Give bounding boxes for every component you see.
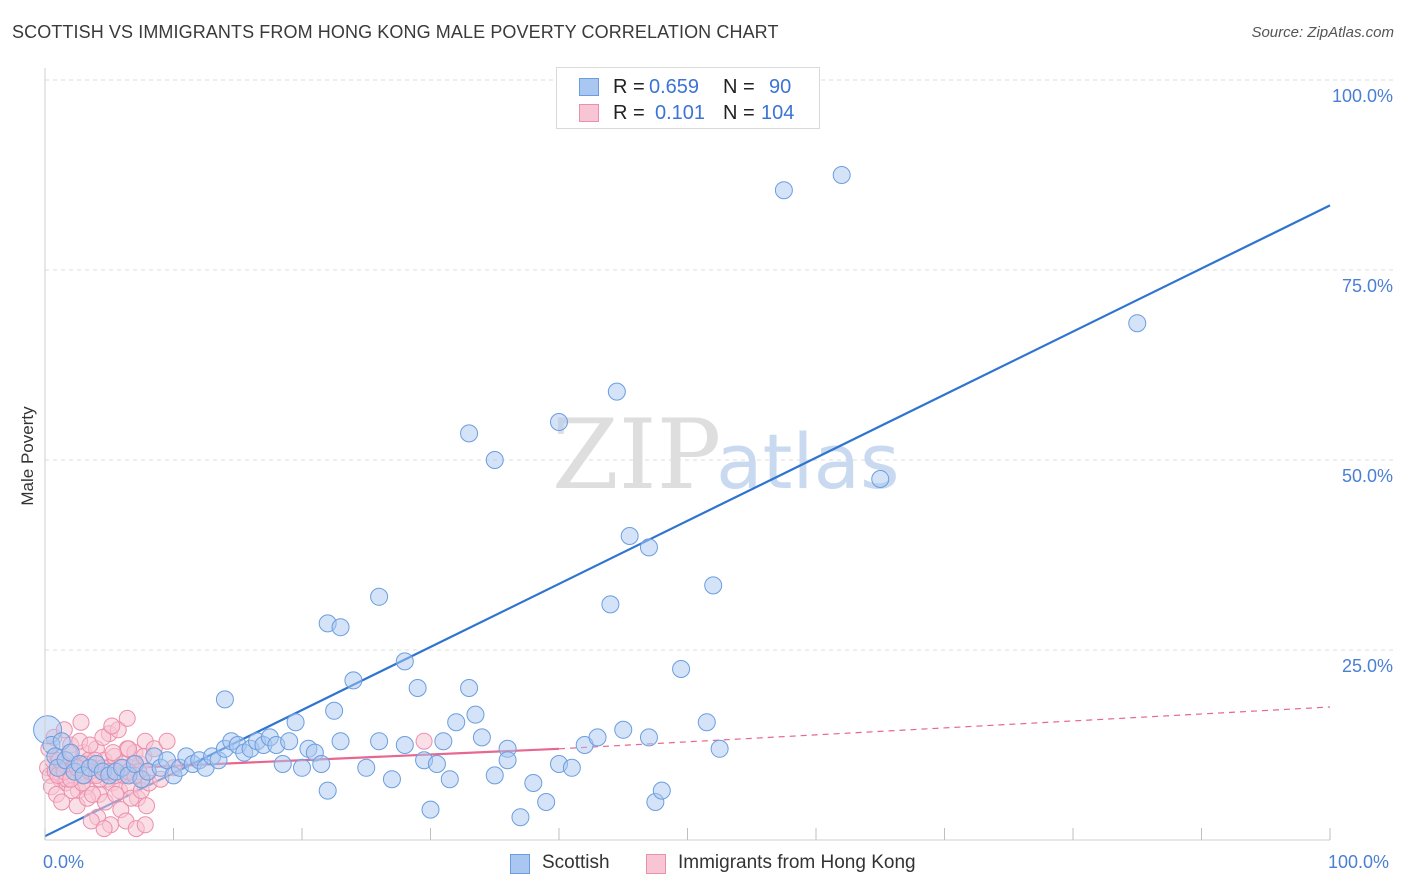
scottish-trend-line	[44, 204, 1331, 838]
hongkong-point	[415, 732, 433, 750]
scottish-point	[704, 576, 723, 595]
correlation-stats-box: R = 0.659 N = 90 R = 0.101 N = 104	[556, 67, 820, 129]
scottish-point	[427, 755, 446, 773]
scottish-point	[639, 538, 658, 557]
scottish-points	[33, 78, 1147, 827]
scottish-point	[832, 166, 851, 184]
x-tick-label-0: 0.0%	[43, 852, 85, 872]
scottish-point	[710, 739, 729, 758]
scottish-point	[550, 413, 568, 431]
hongkong-point	[138, 797, 156, 815]
hongkong-point	[94, 728, 112, 746]
x-tick-label-100: 100.0%	[1328, 852, 1390, 872]
n-value: 90	[769, 76, 792, 98]
scottish-point	[434, 732, 453, 751]
chart-title: SCOTTISH VS IMMIGRANTS FROM HONG KONG MA…	[12, 22, 779, 42]
y-tick-label-50: 50.0%	[1341, 466, 1393, 486]
hongkong-point	[158, 732, 176, 750]
legend-scottish-label: Scottish	[542, 852, 610, 873]
scottish-point	[440, 770, 459, 789]
scottish-point	[280, 732, 299, 751]
scottish-point	[421, 800, 440, 819]
scottish-point	[774, 181, 793, 200]
scottish-point	[447, 713, 466, 732]
legend-scottish-swatch	[510, 854, 530, 874]
hongkong-point	[72, 713, 90, 731]
scottish-swatch	[579, 78, 599, 96]
scottish-point	[697, 713, 716, 732]
n-label: N =	[723, 76, 755, 98]
n-label: N =	[723, 102, 755, 124]
scottish-point	[652, 781, 671, 800]
watermark: ZIPatlas	[552, 399, 900, 511]
scottish-point	[614, 720, 633, 739]
scottish-point	[331, 732, 350, 751]
scottish-point	[325, 701, 344, 720]
legend: Scottish Immigrants from Hong Kong	[0, 852, 1406, 878]
hongkong-point	[118, 709, 136, 727]
legend-hongkong-swatch	[646, 854, 666, 874]
scottish-point	[524, 774, 543, 792]
scottish-point	[215, 690, 234, 709]
y-tick-label-100: 100.0%	[1331, 86, 1393, 106]
scottish-point	[466, 705, 485, 724]
axes	[44, 68, 1331, 841]
scottish-point	[485, 451, 504, 469]
scottish-point	[511, 808, 530, 827]
scottish-point	[460, 424, 479, 443]
scottish-point	[588, 728, 607, 747]
scottish-point	[472, 728, 491, 747]
scottish-point	[498, 751, 517, 770]
hongkong-point	[136, 816, 154, 834]
watermark-zip: ZIP	[552, 399, 721, 511]
hongkong-point	[104, 744, 122, 762]
scottish-point	[485, 766, 504, 785]
hongkong-point	[81, 736, 99, 754]
scottish-point	[537, 793, 556, 811]
scottish-point	[370, 587, 389, 606]
hongkong-point	[95, 820, 113, 838]
hongkong-swatch	[579, 104, 599, 122]
y-tick-label-75: 75.0%	[1341, 276, 1393, 296]
scottish-point	[286, 713, 305, 732]
scottish-point	[672, 660, 691, 678]
scottish-point	[408, 679, 427, 697]
hongkong-point	[82, 812, 100, 830]
scottish-point	[871, 470, 890, 488]
source-label: Source: ZipAtlas.com	[1251, 24, 1394, 41]
n-value: 104	[761, 102, 795, 124]
hongkong-point	[107, 785, 125, 803]
scottish-point	[607, 382, 626, 401]
scottish-point	[639, 728, 658, 747]
scottish-point	[318, 781, 337, 800]
scottish-point	[370, 732, 389, 751]
hongkong-point	[103, 717, 121, 735]
r-label: R =	[613, 76, 645, 98]
scottish-point	[312, 755, 331, 773]
r-label: R =	[613, 102, 645, 124]
hongkong-point	[120, 740, 138, 758]
scottish-point	[601, 595, 620, 614]
y-tick-label-25: 25.0%	[1341, 656, 1393, 676]
scottish-point	[395, 652, 414, 671]
hongkong-point	[84, 785, 102, 803]
hongkong-trend-extension	[558, 706, 1331, 750]
scottish-point	[331, 618, 350, 637]
scottish-point	[1128, 314, 1147, 333]
y-axis-label: Male Poverty	[18, 406, 37, 506]
scottish-point	[562, 758, 581, 777]
scottish-point	[395, 736, 414, 754]
grid-lines	[45, 79, 1395, 651]
r-value: 0.659	[649, 76, 700, 98]
scottish-point	[344, 671, 363, 690]
scottish-point	[620, 527, 639, 545]
scottish-point	[357, 758, 376, 777]
scottish-point	[460, 679, 479, 697]
scottish-point	[382, 770, 401, 789]
scottish-point	[273, 755, 292, 773]
r-value: 0.101	[655, 102, 706, 124]
scottish-point	[293, 758, 311, 777]
legend-hongkong-label: Immigrants from Hong Kong	[678, 852, 916, 873]
